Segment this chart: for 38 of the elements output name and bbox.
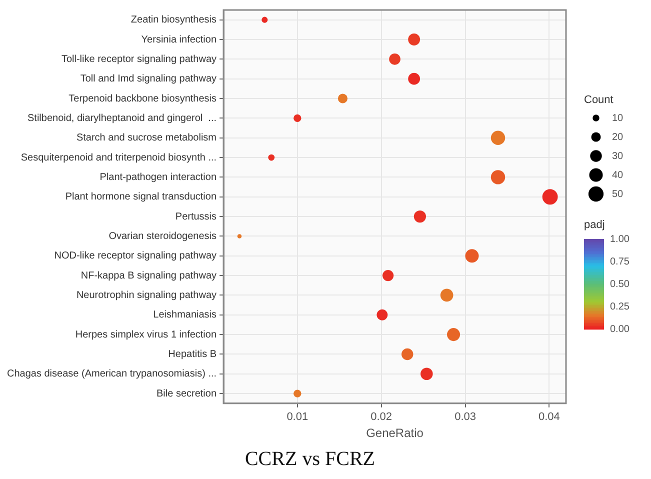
legend-title: Count <box>584 94 614 106</box>
y-tick-label: Plant-pathogen interaction <box>100 172 217 183</box>
y-tick-label: Neurotrophin signaling pathway <box>76 290 217 301</box>
x-axis-title: GeneRatio <box>366 426 424 440</box>
y-tick-label: Plant hormone signal transduction <box>65 192 217 203</box>
y-tick-label: Yersinia infection <box>141 34 217 46</box>
y-tick-label: Hepatitis B <box>168 348 217 360</box>
y-tick-label: Ovarian steroidogenesis <box>108 230 217 242</box>
color-bar-label: 0.00 <box>610 324 630 335</box>
legend-label: 20 <box>612 132 624 143</box>
y-tick-label: Chagas disease (American trypanosomiasis) ... <box>7 368 217 380</box>
y-tick-label: Starch and sucrose metabolism <box>76 132 217 144</box>
y-tick-label: Zeatin biosynthesis <box>130 14 217 26</box>
y-tick-label: Leishmaniasis <box>153 310 217 321</box>
y-tick-label: Terpenoid backbone biosynthesis <box>68 93 217 104</box>
color-bar-label: 0.50 <box>610 278 630 290</box>
x-tick-label: 0.01 <box>286 411 308 424</box>
color-bar-label: 1.00 <box>610 234 630 245</box>
y-tick-label: Toll and Imd signaling pathway <box>80 74 217 85</box>
legend-label: 40 <box>612 170 624 181</box>
y-tick-label: Pertussis <box>175 211 217 222</box>
legend-label: 10 <box>612 112 624 124</box>
x-tick-label: 0.04 <box>538 411 560 424</box>
y-tick-label: Herpes simplex virus 1 infection <box>75 329 217 340</box>
text: CCRZ vs FCRZ <box>244 448 376 471</box>
x-tick-label: 0.03 <box>454 411 476 424</box>
color-bar-title: padj <box>584 219 605 232</box>
color-bar-label: 0.75 <box>610 256 630 268</box>
color-bar-label: 0.25 <box>610 301 630 312</box>
y-tick-label: NOD-like receptor signaling pathway <box>54 250 217 262</box>
legend-label: 30 <box>612 150 624 162</box>
y-tick-label: NF-kappa B signaling pathway <box>80 270 217 282</box>
y-tick-label: Bile secretion <box>156 388 217 400</box>
y-tick-label: Sesquiterpenoid and triterpenoid biosynth ... <box>20 152 217 164</box>
x-tick-label: 0.02 <box>370 411 392 424</box>
y-tick-label: Stilbenoid, diarylheptanoid and gingerol ... <box>28 112 217 124</box>
y-tick-label: Toll-like receptor signaling pathway <box>61 54 217 65</box>
legend-label: 50 <box>612 188 624 200</box>
